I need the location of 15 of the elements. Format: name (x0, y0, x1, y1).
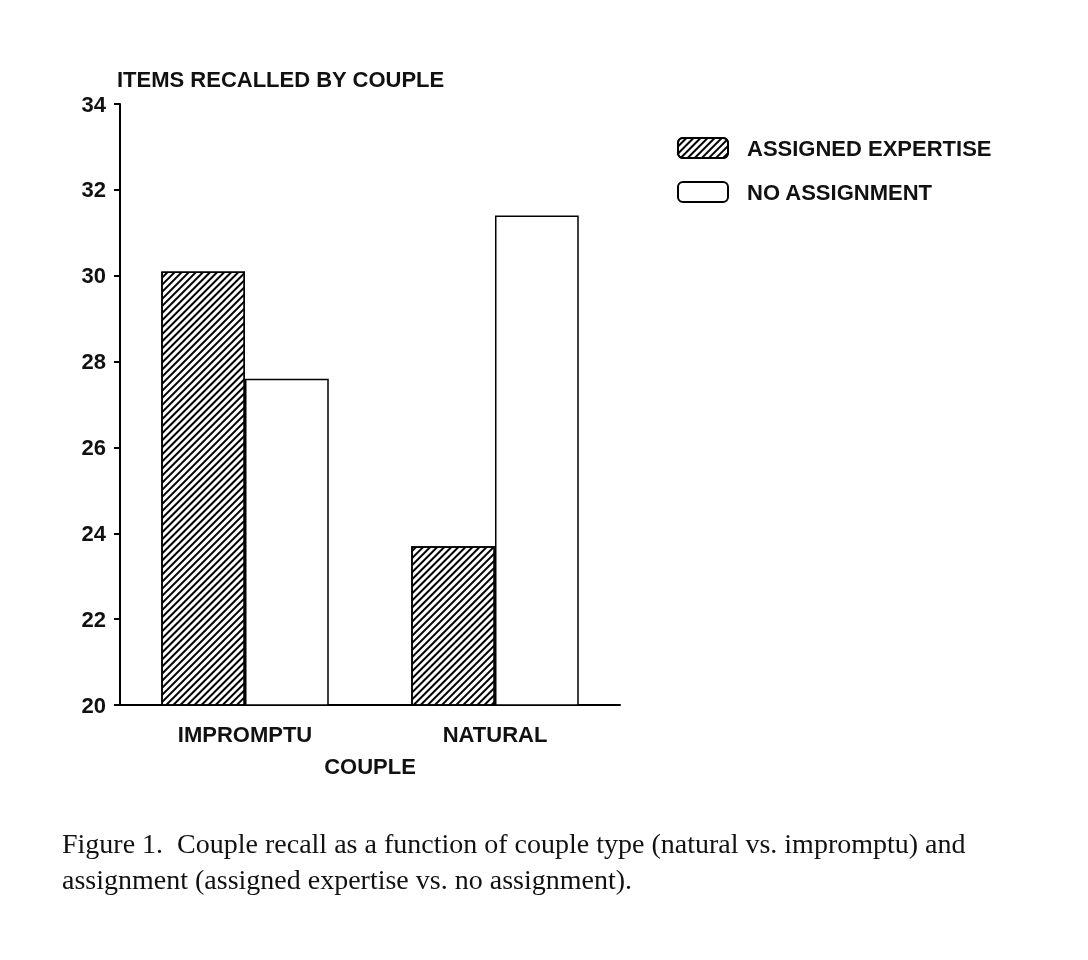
y-tick-label: 34 (81, 91, 107, 117)
caption: Figure 1. Couple recall as a function of couple type (natural vs. impromptu) and assignment (assigned expertise vs. no assignment). (62, 827, 973, 895)
x-tick-label: NATURAL (442, 721, 548, 747)
y-tick-label: 26 (81, 434, 106, 460)
legend-label: NO ASSIGNMENT (747, 179, 933, 205)
y-tick-label: 30 (81, 263, 106, 289)
y-tick-label: 22 (81, 606, 106, 632)
y-tick-label: 24 (81, 520, 107, 546)
x-axis-title: COUPLE (324, 753, 416, 779)
y-axis-title: ITEMS RECALLED BY COUPLE (117, 66, 445, 92)
y-tick-label: 32 (81, 177, 106, 203)
y-tick-label: 20 (81, 692, 106, 718)
x-tick-label: IMPROMPTU (177, 721, 313, 747)
legend-label: ASSIGNED EXPERTISE (747, 135, 992, 161)
y-tick-label: 28 (81, 349, 106, 375)
